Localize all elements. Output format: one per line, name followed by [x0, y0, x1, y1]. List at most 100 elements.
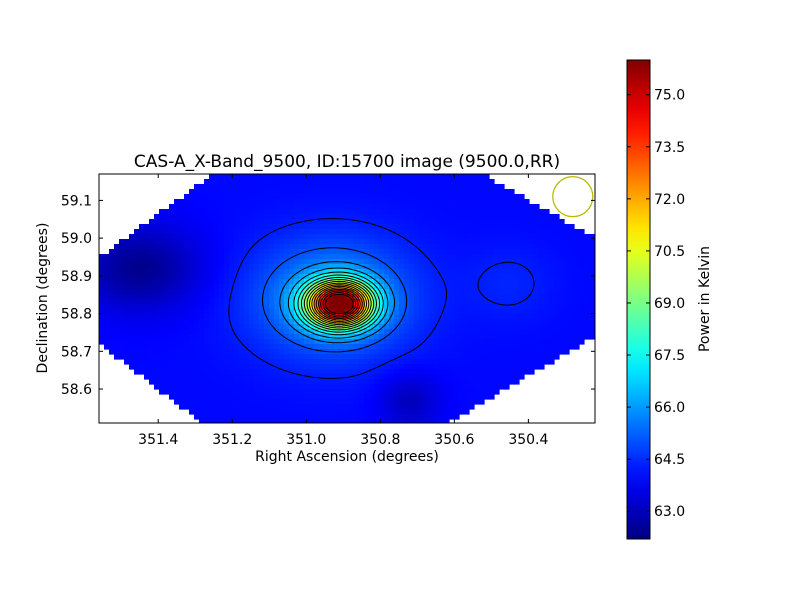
- heatmap-cell: [584, 249, 590, 255]
- heatmap-cell: [499, 309, 505, 315]
- heatmap-cell: [514, 319, 520, 325]
- heatmap-cell: [119, 324, 125, 330]
- heatmap-cell: [549, 264, 555, 270]
- heatmap-cell: [284, 254, 290, 260]
- heatmap-cell: [279, 384, 285, 390]
- heatmap-cell: [239, 404, 245, 410]
- heatmap-cell: [449, 409, 455, 415]
- heatmap-cell: [224, 229, 230, 235]
- heatmap-cell: [354, 339, 360, 345]
- heatmap-cell: [569, 249, 575, 255]
- heatmap-cell: [584, 304, 590, 310]
- heatmap-cell: [519, 349, 525, 355]
- heatmap-cell: [394, 349, 400, 355]
- heatmap-cell: [189, 334, 195, 340]
- heatmap-cell: [224, 174, 230, 180]
- heatmap-cell: [439, 364, 445, 370]
- heatmap-cell: [454, 174, 460, 180]
- heatmap-cell: [499, 284, 505, 290]
- heatmap-cell: [579, 229, 585, 235]
- heatmap-cell: [404, 239, 410, 245]
- heatmap-cell: [179, 364, 185, 370]
- heatmap-cell: [514, 244, 520, 250]
- heatmap-cell: [209, 184, 215, 190]
- heatmap-cell: [399, 339, 405, 345]
- heatmap-cell: [244, 354, 250, 360]
- heatmap-cell: [209, 244, 215, 250]
- heatmap-cell: [304, 259, 310, 265]
- heatmap-cell: [494, 294, 500, 300]
- heatmap-cell: [239, 199, 245, 205]
- heatmap-cell: [444, 399, 450, 405]
- heatmap-cell: [184, 404, 190, 410]
- heatmap-cell: [384, 214, 390, 220]
- heatmap-cell: [224, 294, 230, 300]
- heatmap-cell: [449, 324, 455, 330]
- heatmap-cell: [479, 339, 485, 345]
- heatmap-cell: [309, 219, 315, 225]
- heatmap-cell: [419, 294, 425, 300]
- heatmap-cell: [134, 324, 140, 330]
- heatmap-cell: [404, 219, 410, 225]
- heatmap-cell: [394, 219, 400, 225]
- heatmap-cell: [134, 349, 140, 355]
- heatmap-cell: [524, 209, 530, 215]
- heatmap-cell: [224, 274, 230, 280]
- heatmap-cell: [404, 359, 410, 365]
- heatmap-cell: [429, 259, 435, 265]
- heatmap-cell: [194, 364, 200, 370]
- heatmap-cell: [239, 379, 245, 385]
- heatmap-cell: [244, 414, 250, 420]
- heatmap-cell: [324, 189, 330, 195]
- heatmap-cell: [454, 399, 460, 405]
- heatmap-cell: [369, 214, 375, 220]
- heatmap-cell: [219, 254, 225, 260]
- heatmap-cell: [209, 189, 215, 195]
- heatmap-cell: [399, 354, 405, 360]
- heatmap-cell: [424, 414, 430, 420]
- heatmap-cell: [339, 379, 345, 385]
- heatmap-cell: [374, 264, 380, 270]
- heatmap-cell: [454, 179, 460, 185]
- heatmap-cell: [289, 249, 295, 255]
- heatmap-cell: [244, 349, 250, 355]
- heatmap-cell: [414, 264, 420, 270]
- heatmap-cell: [134, 294, 140, 300]
- heatmap-cell: [264, 209, 270, 215]
- heatmap-cell: [359, 379, 365, 385]
- heatmap-cell: [184, 354, 190, 360]
- heatmap-cell: [249, 224, 255, 230]
- colorbar-tick-label: 67.5: [654, 348, 685, 364]
- heatmap-cell: [234, 259, 240, 265]
- heatmap-cell: [139, 309, 145, 315]
- heatmap-cell: [169, 274, 175, 280]
- heatmap-cell: [304, 189, 310, 195]
- heatmap-cell: [254, 304, 260, 310]
- heatmap-cell: [509, 319, 515, 325]
- heatmap-cell: [314, 394, 320, 400]
- heatmap-cell: [364, 364, 370, 370]
- heatmap-cell: [444, 239, 450, 245]
- heatmap-cell: [384, 404, 390, 410]
- heatmap-cell: [99, 279, 105, 285]
- heatmap-cell: [149, 269, 155, 275]
- heatmap-cell: [164, 249, 170, 255]
- heatmap-cell: [449, 219, 455, 225]
- heatmap-cell: [464, 254, 470, 260]
- heatmap-cell: [139, 364, 145, 370]
- heatmap-cell: [544, 259, 550, 265]
- heatmap-cell: [424, 204, 430, 210]
- heatmap-cell: [354, 389, 360, 395]
- heatmap-cell: [299, 339, 305, 345]
- heatmap-cell: [274, 329, 280, 335]
- heatmap-cell: [344, 224, 350, 230]
- heatmap-cell: [469, 394, 475, 400]
- heatmap-cell: [484, 349, 490, 355]
- heatmap-cell: [284, 419, 290, 423]
- heatmap-cell: [304, 359, 310, 365]
- heatmap-cell: [469, 299, 475, 305]
- heatmap-cell: [549, 244, 555, 250]
- heatmap-cell: [244, 239, 250, 245]
- heatmap-cell: [424, 244, 430, 250]
- heatmap-cell: [224, 264, 230, 270]
